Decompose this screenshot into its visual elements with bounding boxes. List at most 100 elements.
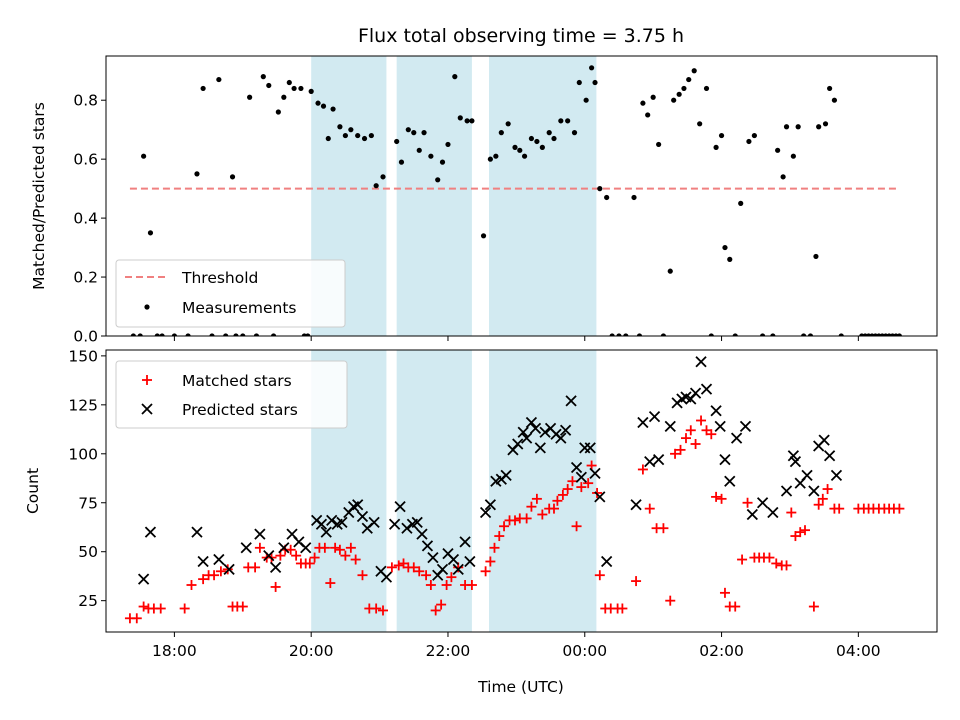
predicted-point bbox=[394, 501, 406, 513]
predicted-point bbox=[594, 491, 606, 503]
measurement-point bbox=[751, 132, 757, 139]
measurement-point bbox=[645, 112, 651, 118]
predicted-point bbox=[570, 461, 583, 474]
matched-point bbox=[494, 531, 505, 542]
measurement-point bbox=[592, 79, 598, 86]
predicted-point bbox=[479, 506, 492, 519]
matched-point bbox=[446, 572, 457, 583]
measurement-point bbox=[337, 124, 343, 130]
measurement-point bbox=[738, 200, 744, 206]
matched-point bbox=[441, 580, 452, 590]
y-tick-label: 0.0 bbox=[73, 328, 98, 346]
matched-point bbox=[817, 493, 828, 504]
measurement-point bbox=[795, 124, 801, 130]
measurement-point bbox=[770, 333, 776, 336]
measurement-point bbox=[671, 97, 677, 103]
measurement-point bbox=[571, 130, 578, 136]
measurement-point bbox=[703, 85, 710, 92]
predicted-point bbox=[695, 356, 707, 368]
measurement-point bbox=[464, 118, 470, 124]
measurement-point bbox=[565, 118, 571, 124]
predicted-point bbox=[525, 416, 538, 429]
predicted-point bbox=[300, 542, 312, 554]
matched-point bbox=[557, 489, 568, 500]
measurement-point bbox=[813, 253, 819, 260]
measurement-point bbox=[398, 159, 405, 165]
measurement-point bbox=[457, 115, 463, 121]
matched-point bbox=[537, 509, 548, 520]
predicted-point bbox=[520, 432, 533, 444]
matched-point bbox=[408, 562, 419, 573]
matched-point bbox=[716, 493, 727, 504]
predicted-point bbox=[637, 416, 649, 429]
x-tick-label: 22:00 bbox=[426, 642, 471, 660]
predicted-point bbox=[719, 454, 731, 466]
matched-point bbox=[179, 603, 190, 614]
predicted-point bbox=[529, 422, 542, 434]
predicted-point bbox=[601, 555, 613, 568]
measurement-point bbox=[411, 130, 417, 136]
measurement-point bbox=[452, 74, 458, 80]
measurement-point bbox=[421, 130, 427, 136]
measurement-point bbox=[660, 333, 667, 336]
predicted-point bbox=[368, 516, 380, 528]
matched-point bbox=[378, 605, 388, 616]
measurement-point bbox=[305, 333, 311, 336]
measurement-point bbox=[223, 333, 229, 336]
matched-point bbox=[526, 501, 537, 512]
legend-measurements-label: Measurements bbox=[182, 299, 297, 317]
y-tick-label: 50 bbox=[78, 543, 98, 561]
matched-point bbox=[531, 493, 542, 504]
predicted-point bbox=[436, 563, 449, 575]
matched-point bbox=[894, 503, 905, 514]
measurement-point bbox=[827, 85, 833, 92]
matched-point bbox=[285, 544, 296, 555]
bottom-panel: 25 50 75 100 125 150 18:00 20:00 22:00 00:00 02:00… bbox=[24, 347, 938, 660]
predicted-point bbox=[539, 426, 551, 438]
measurement-point bbox=[746, 138, 752, 145]
measurement-point bbox=[373, 183, 379, 189]
observing-interval-3 bbox=[489, 350, 597, 632]
predicted-point bbox=[447, 553, 460, 566]
matched-point bbox=[690, 439, 701, 449]
measurement-point bbox=[517, 147, 523, 153]
measurement-point bbox=[405, 127, 411, 133]
legend-box bbox=[115, 360, 348, 429]
predicted-point bbox=[789, 455, 802, 468]
measurement-point bbox=[822, 121, 829, 127]
matched-point bbox=[131, 613, 142, 624]
matched-point bbox=[771, 558, 782, 569]
measurement-point bbox=[722, 244, 728, 251]
predicted-point bbox=[724, 475, 736, 487]
measurement-point bbox=[320, 103, 327, 109]
measurement-point bbox=[676, 91, 682, 97]
predicted-point bbox=[801, 469, 813, 481]
matched-point bbox=[325, 578, 336, 589]
measurement-point bbox=[727, 256, 733, 262]
predicted-point bbox=[452, 563, 464, 575]
measurement-point bbox=[233, 333, 239, 336]
matched-point bbox=[393, 560, 404, 571]
measurement-point bbox=[790, 153, 796, 159]
predicted-point bbox=[559, 424, 572, 436]
measurement-point bbox=[691, 68, 697, 74]
measurement-point bbox=[209, 333, 215, 336]
measurement-point bbox=[697, 121, 703, 127]
measurement-point bbox=[597, 186, 603, 192]
measurement-point bbox=[589, 65, 595, 71]
matched-point bbox=[696, 415, 707, 426]
measurement-point bbox=[713, 144, 719, 150]
observing-interval-3 bbox=[489, 56, 597, 336]
matched-point bbox=[631, 576, 642, 587]
matched-point bbox=[237, 601, 248, 612]
measurement-point bbox=[308, 88, 314, 94]
measurement-point bbox=[416, 147, 422, 153]
measurement-point bbox=[636, 333, 643, 336]
matched-point bbox=[583, 478, 594, 489]
measurement-point bbox=[171, 333, 177, 336]
matched-point bbox=[215, 566, 226, 577]
measurement-point bbox=[368, 132, 374, 139]
matched-point bbox=[706, 429, 717, 440]
measurement-point bbox=[528, 135, 535, 142]
matched-point bbox=[813, 499, 824, 510]
